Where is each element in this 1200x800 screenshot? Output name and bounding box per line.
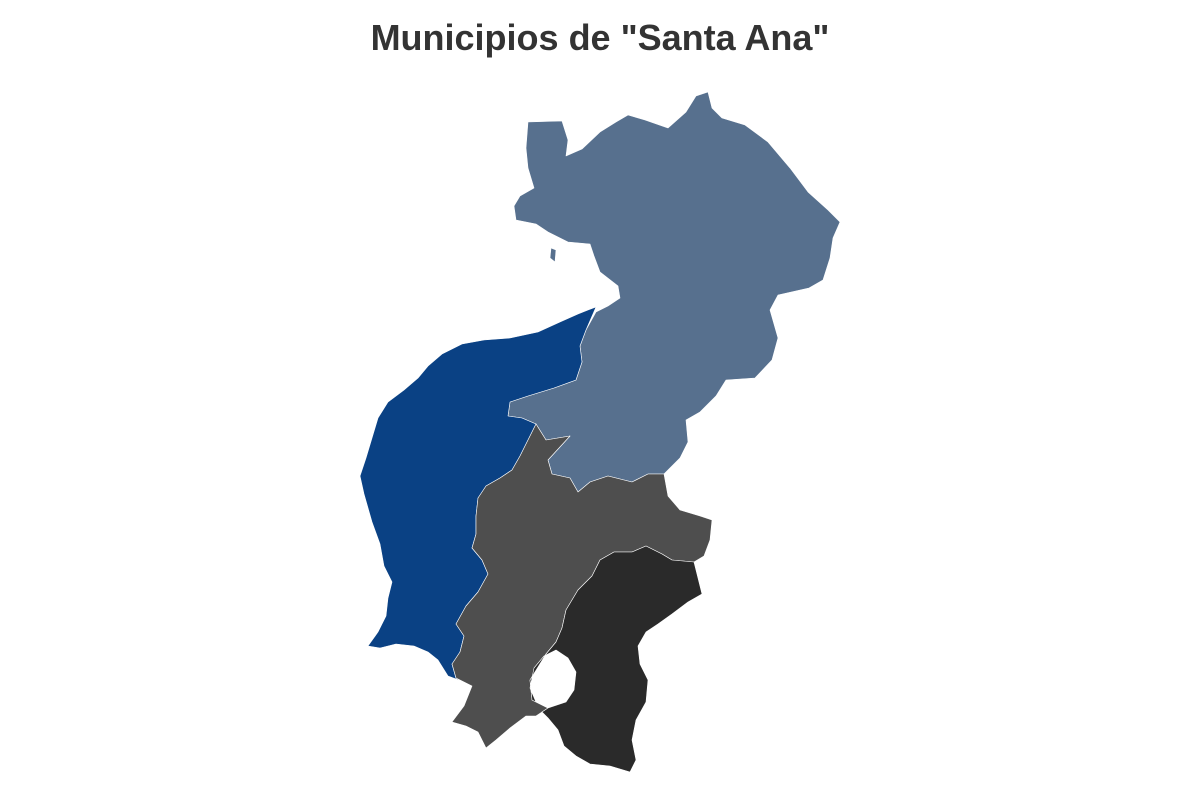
region-north-islet (549, 247, 557, 263)
region-north[interactable] (507, 91, 841, 493)
region-south[interactable] (529, 545, 703, 773)
map-title: Municipios de "Santa Ana" (370, 17, 830, 58)
